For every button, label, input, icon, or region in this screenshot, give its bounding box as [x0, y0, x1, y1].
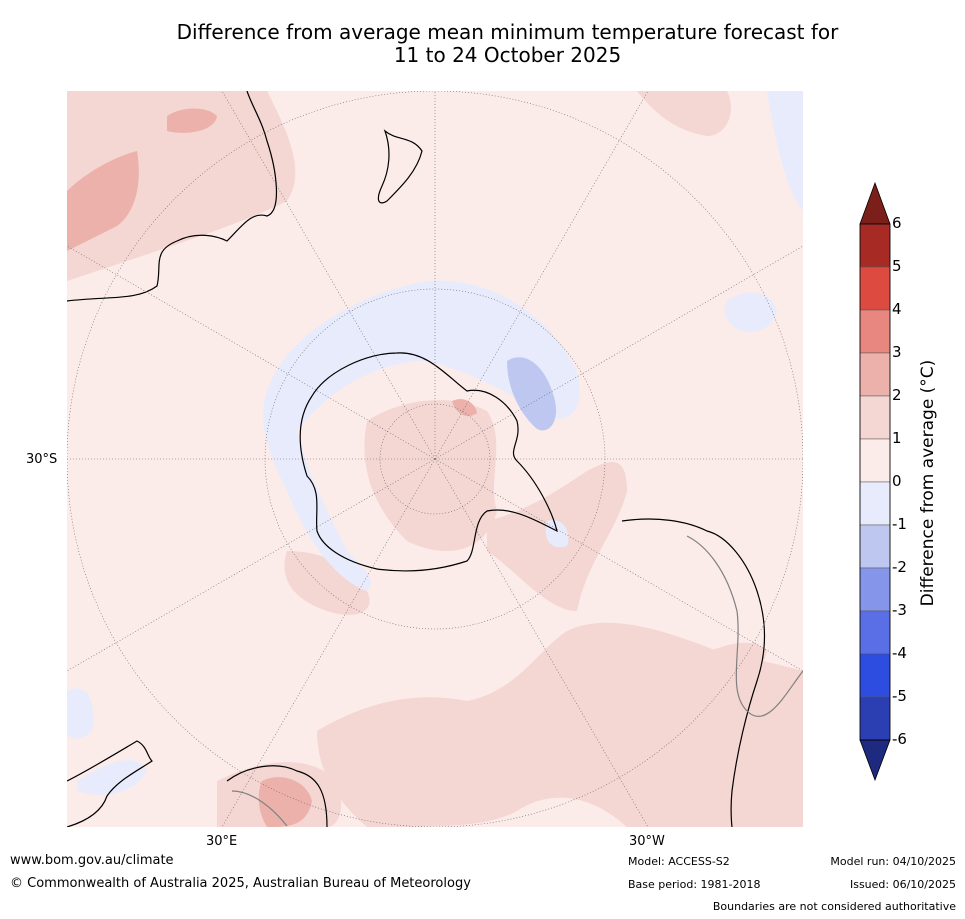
colorbar-band-3-to-2: [859, 352, 891, 397]
anomaly-1to2-atlantic: [547, 642, 767, 728]
colorbar-tick-label: -3: [892, 601, 907, 619]
anomaly-1to2-australia: [67, 91, 296, 281]
colorbar: [859, 181, 891, 782]
map-title: Difference from average mean minimum tem…: [0, 21, 965, 67]
meridian-150w: [434, 458, 649, 827]
latitude-label-30s: 30°S: [26, 452, 58, 467]
graticule: [67, 91, 803, 827]
colorbar-tick-label: -4: [892, 644, 907, 662]
coastlines: [67, 91, 766, 827]
southern-africa-tip: [226, 765, 328, 827]
anomaly-1to2-east-antarctica: [364, 400, 497, 551]
anomaly-neg1to0-africa-south: [77, 760, 147, 795]
anomaly-neg1to0-east-pacific: [724, 292, 777, 332]
meridian-30w: [434, 91, 649, 460]
anomaly-2to3-australia: [67, 151, 139, 251]
colorbar-band--1-to--2: [859, 524, 891, 569]
colorbar-tick-label: 6: [892, 214, 902, 232]
cool-anomaly-regions: [67, 91, 803, 795]
colorbar-extend-bottom: [859, 739, 891, 782]
meridian-60w: [434, 245, 803, 460]
model-run-text: Model run: 04/10/2025: [830, 855, 956, 868]
colorbar-band-2-to-1: [859, 395, 891, 440]
colorbar-tick-label: -2: [892, 558, 907, 576]
colorbar-tick-label: 1: [892, 429, 902, 447]
colorbar-tick-label: 2: [892, 386, 902, 404]
disclaimer-text: Boundaries are not considered authoritat…: [712, 900, 956, 913]
colorbar-tick-label: 4: [892, 300, 902, 318]
website-link[interactable]: www.bom.gov.au/climate: [10, 853, 174, 868]
south-america-coast: [621, 518, 766, 827]
anomaly-2to3-west-australia: [167, 108, 217, 133]
anomaly-neg1to0-antarctic-coast: [263, 280, 580, 591]
longitude-label-30e: 30°E: [206, 834, 238, 849]
copyright-text: © Commonwealth of Australia 2025, Austra…: [10, 876, 471, 891]
colorbar-tick-label: -5: [892, 687, 907, 705]
colorbar-extend-top: [859, 181, 891, 225]
anomaly-2to3-africa: [258, 777, 312, 827]
colorbar-tick-label: 0: [892, 472, 902, 490]
colorbar-title: Difference from average (°C): [918, 359, 938, 607]
anomaly-neg1to0-south: [67, 688, 94, 739]
issued-text: Issued: 06/10/2025: [849, 878, 956, 891]
antarctica-coast: [299, 352, 558, 572]
australia-coast: [67, 91, 277, 302]
political-boundaries: [231, 535, 803, 827]
forecast-map: [67, 91, 803, 827]
south-america-border: [686, 535, 803, 718]
africa-border: [231, 790, 288, 827]
colorbar-outline: [859, 223, 891, 741]
colorbar-band-5-to-4: [859, 266, 891, 311]
meridian-60e: [67, 245, 436, 460]
colorbar-tick-label: 5: [892, 257, 902, 275]
longitude-label-30w: 30°W: [629, 834, 665, 849]
meridian-150e: [221, 458, 436, 827]
colorbar-band-1-to-0: [859, 438, 891, 483]
anomaly-1to2-south-america: [637, 91, 731, 136]
colorbar-band--4-to--5: [859, 653, 891, 698]
anomaly-neg2to1-ross-sea: [507, 357, 557, 431]
title-line-1: Difference from average mean minimum tem…: [176, 20, 839, 44]
colorbar-tick-label: -1: [892, 515, 907, 533]
africa-coast: [67, 740, 153, 827]
title-line-2: 11 to 24 October 2025: [393, 43, 622, 67]
base-period-text: Base period: 1981-2018: [628, 878, 761, 891]
colorbar-band-6-to-5: [859, 223, 891, 268]
colorbar-band-0-to--1: [859, 481, 891, 526]
model-text: Model: ACCESS-S2: [628, 855, 730, 868]
anomaly-2to3-antarctic-peninsula: [452, 399, 477, 417]
colorbar-band--5-to--6: [859, 696, 891, 741]
colorbar-band--2-to--3: [859, 567, 891, 612]
colorbar-tick-label: 3: [892, 343, 902, 361]
warm-anomaly-regions: [67, 91, 803, 827]
meridian-30e: [221, 91, 436, 460]
anomaly-neg1to0-pacific-edge: [767, 91, 803, 211]
colorbar-band--3-to--4: [859, 610, 891, 655]
colorbar-tick-label: -6: [892, 730, 907, 748]
anomaly-neg1to0-weddell-edge: [545, 520, 569, 548]
new-zealand-coast: [377, 129, 423, 204]
colorbar-band-4-to-3: [859, 309, 891, 354]
anomaly-1to2-indian: [284, 551, 370, 615]
